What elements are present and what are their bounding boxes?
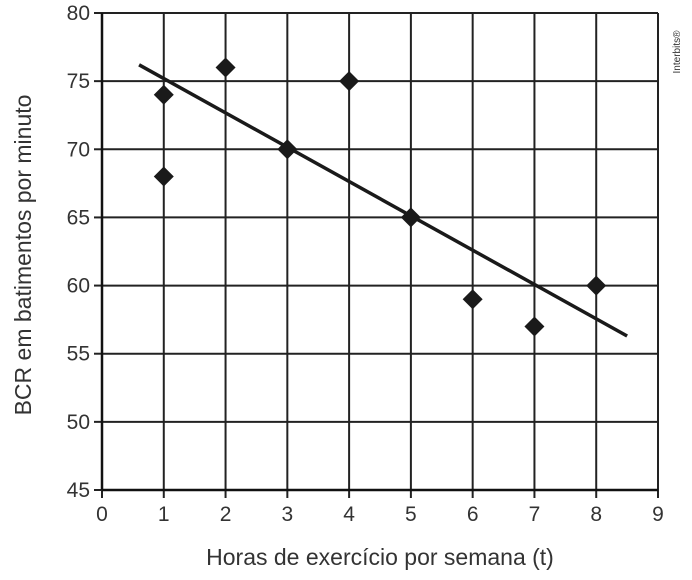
- x-tick-labels: 0 1 2 3 4 5 6 7 8 9: [96, 503, 664, 526]
- x-axis-title: Horas de exercício por semana (t): [206, 544, 554, 570]
- data-points: [153, 57, 607, 337]
- trend-line-group: [138, 63, 628, 338]
- trend-line: [138, 63, 628, 338]
- y-tick-label: 80: [67, 2, 90, 25]
- y-tick-label: 55: [67, 343, 90, 366]
- y-tick-labels: 45 50 55 60 65 70 75 80: [67, 2, 90, 502]
- x-tick-label: 1: [158, 503, 170, 526]
- grid-lines: [101, 12, 659, 491]
- data-point: [339, 71, 360, 92]
- x-tick-label: 9: [652, 503, 664, 526]
- y-tick-label: 75: [67, 70, 90, 93]
- data-point: [524, 316, 545, 337]
- data-point: [277, 139, 298, 160]
- data-point: [462, 289, 483, 310]
- y-tick-label: 65: [67, 206, 90, 229]
- x-tick-label: 2: [220, 503, 232, 526]
- x-tick-label: 4: [343, 503, 355, 526]
- x-tick-label: 8: [590, 503, 602, 526]
- axes: [94, 12, 659, 498]
- y-tick-label: 60: [67, 275, 90, 298]
- data-point: [153, 84, 174, 105]
- data-point: [153, 166, 174, 187]
- x-tick-label: 7: [529, 503, 541, 526]
- x-tick-label: 0: [96, 503, 108, 526]
- y-axis-title: BCR em batimentos por minuto: [10, 95, 36, 416]
- x-tick-label: 5: [405, 503, 417, 526]
- y-tick-label: 70: [67, 138, 90, 161]
- data-point: [400, 207, 421, 228]
- x-tick-label: 3: [281, 503, 293, 526]
- y-tick-label: 50: [67, 411, 90, 434]
- credit-label: Interbits®: [672, 30, 683, 74]
- data-point: [586, 275, 607, 296]
- x-tick-label: 6: [467, 503, 479, 526]
- data-point: [215, 57, 236, 78]
- y-tick-label: 45: [67, 479, 90, 502]
